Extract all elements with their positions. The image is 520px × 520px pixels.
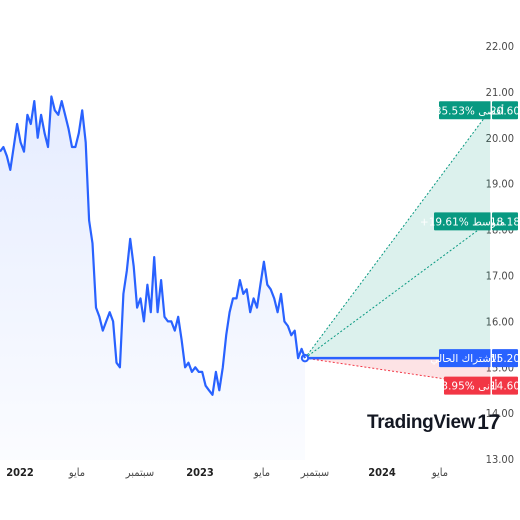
forecast-fans	[300, 109, 491, 387]
low-tag[interactable]: 14.60-3.95% أدنى	[438, 376, 520, 395]
x-tick-label: 2023	[186, 466, 214, 479]
high-label: +35.53% أقصى	[426, 103, 504, 117]
average-value-label: 18.18	[490, 216, 520, 228]
price-area	[0, 96, 305, 460]
x-tick-label: مايو	[431, 466, 448, 479]
x-tick-label: سبتمبر	[125, 466, 154, 479]
current-label: الاشتراك الحالي	[430, 353, 500, 365]
y-tick-label: 13.00	[486, 453, 514, 466]
tradingview-wordmark: TradingView	[366, 412, 476, 433]
tradingview-logo[interactable]: TradingView 17	[367, 411, 500, 435]
x-axis: 2022 مايو سبتمبر 2023 مايو سبتمبر 2024 مايو	[6, 466, 448, 479]
high-tag[interactable]: 20.60+35.53% أقصى	[426, 101, 520, 120]
low-label: -3.95% أدنى	[438, 379, 498, 393]
low-label-box	[444, 376, 491, 395]
y-tick-label: 14.00	[486, 407, 514, 420]
average-label-box	[434, 212, 491, 231]
x-tick-label: سبتمبر	[300, 466, 329, 479]
x-tick-label: مايو	[253, 466, 270, 479]
y-tick-label: 17.00	[486, 270, 514, 283]
current-value-box	[492, 349, 518, 368]
low-value-label: 14.60	[490, 381, 520, 393]
low-value-box	[492, 376, 518, 395]
forecast-tags: 20.60+35.53% أقصى 18.18+19.61% متوسط 15.20…	[420, 101, 520, 395]
current-label-box	[439, 349, 491, 368]
x-tick-label: 2022	[6, 466, 34, 479]
average-value-box	[492, 212, 518, 231]
current-value-label: 15.20	[490, 353, 520, 365]
high-value-box	[492, 101, 518, 120]
y-tick-label: 19.00	[486, 178, 514, 191]
high-target-line	[304, 109, 491, 359]
low-target-line	[304, 357, 491, 387]
high-value-label: 20.60	[490, 105, 520, 117]
price-line	[0, 95, 307, 396]
price-history	[0, 95, 307, 460]
average-tag[interactable]: 18.18+19.61% متوسط	[420, 212, 520, 231]
x-tick-label: 2024	[368, 466, 396, 479]
y-tick-label: 20.00	[486, 132, 514, 145]
x-tick-label: مايو	[68, 466, 85, 479]
y-tick-label: 16.00	[486, 315, 514, 328]
average-label: +19.61% متوسط	[420, 216, 505, 228]
y-tick-label: 22.00	[486, 40, 514, 53]
y-tick-label: 21.00	[486, 86, 514, 99]
tradingview-mark-icon: 17	[477, 411, 500, 434]
high-label-box	[439, 101, 491, 120]
